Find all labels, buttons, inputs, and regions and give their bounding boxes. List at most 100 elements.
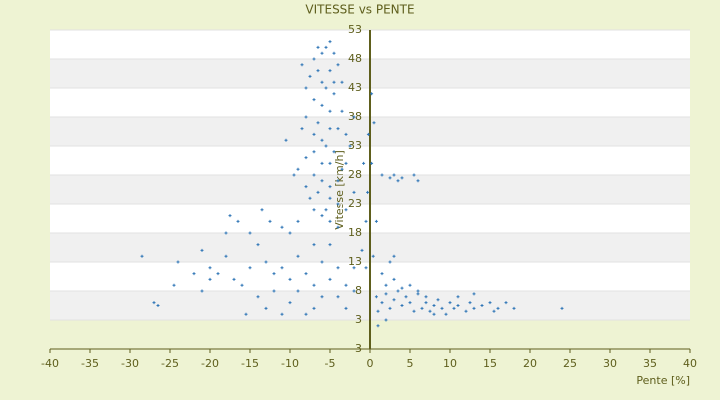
data-point bbox=[504, 301, 508, 305]
x-tick-label: 25 bbox=[563, 357, 577, 370]
data-point bbox=[272, 272, 276, 276]
data-point bbox=[328, 277, 332, 281]
data-point bbox=[328, 161, 332, 165]
data-point bbox=[388, 306, 392, 310]
data-point bbox=[560, 306, 564, 310]
data-point bbox=[388, 260, 392, 264]
data-point bbox=[320, 214, 324, 218]
y-tick-label: 3 bbox=[355, 313, 362, 326]
data-point bbox=[236, 219, 240, 223]
data-point bbox=[336, 63, 340, 67]
data-point bbox=[370, 92, 374, 96]
data-point bbox=[312, 283, 316, 287]
data-point bbox=[272, 289, 276, 293]
data-point bbox=[304, 115, 308, 119]
data-point bbox=[208, 266, 212, 270]
data-point bbox=[432, 312, 436, 316]
x-tick-label: 20 bbox=[523, 357, 537, 370]
data-point bbox=[312, 132, 316, 136]
data-point bbox=[444, 312, 448, 316]
data-point bbox=[340, 80, 344, 84]
data-point bbox=[366, 190, 370, 194]
data-point bbox=[156, 304, 160, 307]
data-point bbox=[304, 312, 308, 316]
data-point bbox=[280, 312, 284, 316]
data-point bbox=[404, 295, 408, 299]
data-point bbox=[448, 301, 452, 305]
data-point bbox=[348, 144, 352, 148]
data-point bbox=[468, 301, 472, 305]
data-point bbox=[296, 289, 300, 293]
data-point bbox=[312, 208, 316, 212]
data-point bbox=[244, 312, 248, 316]
data-point bbox=[172, 283, 176, 287]
data-point bbox=[408, 301, 412, 305]
data-point bbox=[256, 243, 260, 247]
data-point bbox=[336, 266, 340, 270]
data-point bbox=[412, 173, 416, 177]
x-tick-label: 40 bbox=[683, 357, 697, 370]
data-point bbox=[340, 167, 344, 171]
data-point bbox=[380, 173, 384, 177]
data-point bbox=[312, 173, 316, 177]
data-point bbox=[296, 167, 300, 171]
data-point bbox=[240, 283, 244, 287]
data-point bbox=[364, 219, 368, 223]
data-point bbox=[312, 57, 316, 61]
data-point bbox=[296, 254, 300, 258]
x-tick-label: 0 bbox=[367, 357, 374, 370]
data-point bbox=[392, 173, 396, 177]
data-point bbox=[300, 63, 304, 67]
data-point bbox=[304, 272, 308, 276]
data-point bbox=[424, 295, 428, 299]
data-point bbox=[374, 295, 378, 299]
data-point bbox=[200, 248, 204, 252]
data-point bbox=[472, 292, 476, 296]
data-point bbox=[352, 115, 356, 119]
data-point bbox=[316, 190, 320, 194]
data-point bbox=[392, 298, 396, 302]
data-point bbox=[320, 80, 324, 84]
data-point bbox=[324, 208, 328, 212]
x-tick-label: -35 bbox=[81, 357, 99, 370]
data-point bbox=[488, 301, 492, 305]
data-point bbox=[420, 306, 424, 310]
data-point bbox=[316, 45, 320, 49]
data-point bbox=[308, 74, 312, 78]
data-point bbox=[320, 161, 324, 165]
data-point bbox=[340, 109, 344, 113]
data-point bbox=[320, 260, 324, 264]
y-tick-label: 53 bbox=[348, 23, 362, 36]
data-point bbox=[328, 127, 332, 131]
x-tick-label: 30 bbox=[603, 357, 617, 370]
data-point bbox=[366, 132, 370, 136]
y-tick-label: 43 bbox=[348, 81, 362, 94]
data-point bbox=[304, 86, 308, 90]
y-tick-label: 8 bbox=[355, 284, 362, 297]
data-point bbox=[376, 309, 380, 313]
data-point bbox=[456, 304, 460, 307]
y-tick-label: 28 bbox=[348, 168, 362, 181]
chart-title: VITESSE vs PENTE bbox=[305, 3, 414, 17]
data-point bbox=[336, 202, 340, 206]
data-point bbox=[396, 179, 400, 183]
data-point bbox=[380, 272, 384, 276]
x-tick-label: -30 bbox=[121, 357, 139, 370]
data-point bbox=[392, 277, 396, 281]
x-tick-label: -5 bbox=[325, 357, 336, 370]
data-point bbox=[284, 138, 288, 142]
data-point bbox=[332, 150, 336, 154]
data-point bbox=[296, 219, 300, 223]
data-point bbox=[328, 69, 332, 73]
data-point bbox=[300, 127, 304, 131]
data-point bbox=[344, 283, 348, 287]
data-point bbox=[452, 306, 456, 310]
data-point bbox=[332, 80, 336, 84]
y-tick-label: 33 bbox=[348, 139, 362, 152]
data-point bbox=[412, 309, 416, 313]
data-point bbox=[192, 272, 196, 276]
data-point bbox=[332, 51, 336, 55]
data-point bbox=[372, 121, 376, 125]
data-point bbox=[352, 289, 356, 293]
data-point bbox=[288, 231, 292, 235]
